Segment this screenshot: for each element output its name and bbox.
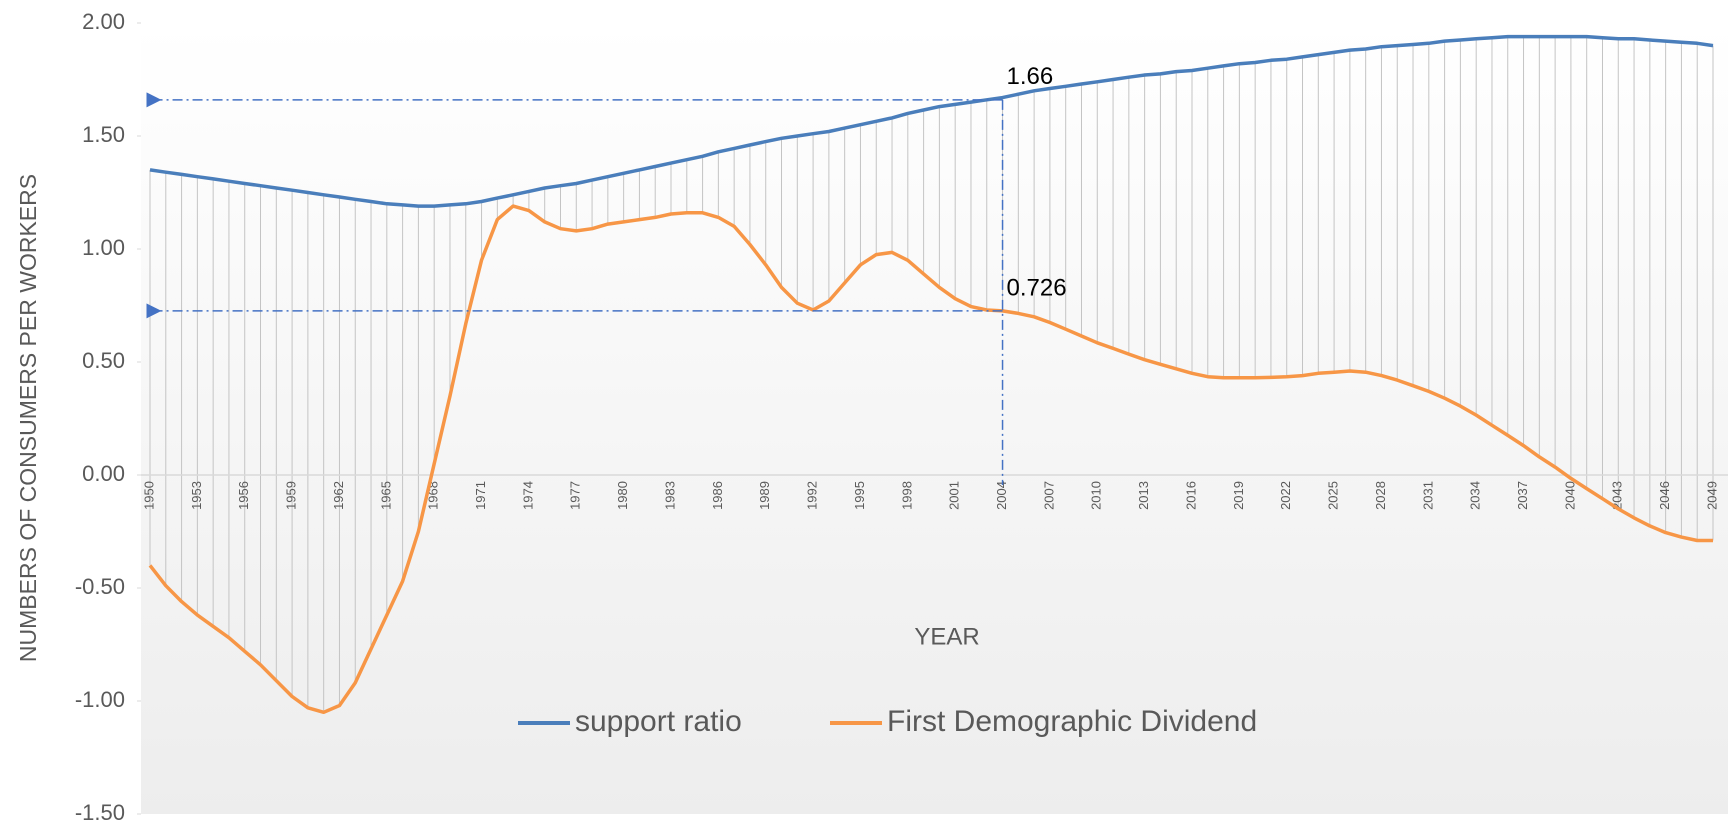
annotation-label: 1.66 xyxy=(1007,63,1054,90)
x-tick-label: 2010 xyxy=(1089,481,1104,510)
y-tick-label: 0.00 xyxy=(82,461,125,486)
x-tick-label: 2028 xyxy=(1373,481,1388,510)
x-tick-label: 2022 xyxy=(1278,481,1293,510)
x-tick-label: 2025 xyxy=(1326,481,1341,510)
x-tick-label: 1980 xyxy=(615,481,630,510)
x-tick-label: 1992 xyxy=(805,481,820,510)
x-tick-label: 2013 xyxy=(1136,481,1151,510)
x-tick-label: 1977 xyxy=(568,481,583,510)
x-tick-label: 2031 xyxy=(1420,481,1435,510)
x-tick-label: 1995 xyxy=(852,481,867,510)
series-line xyxy=(149,34,1714,208)
y-tick-label: 1.50 xyxy=(82,122,125,147)
x-tick-label: 2007 xyxy=(1041,481,1056,510)
x-tick-label: 1998 xyxy=(899,481,914,510)
x-tick-label: 1950 xyxy=(141,481,156,510)
legend-label: First Demographic Dividend xyxy=(887,705,1257,738)
x-tick-label: 2016 xyxy=(1183,481,1198,510)
y-tick-label: 1.00 xyxy=(82,235,125,260)
series-line xyxy=(148,204,1713,715)
x-axis-title: YEAR xyxy=(914,623,979,650)
x-tick-label: 2043 xyxy=(1610,481,1625,510)
x-tick-label: 1965 xyxy=(378,481,393,510)
x-tick-label: 1986 xyxy=(710,481,725,510)
x-tick-label: 2040 xyxy=(1562,481,1577,510)
y-tick-label: 2.00 xyxy=(82,9,125,34)
legend-label: support ratio xyxy=(575,705,742,738)
x-tick-label: 2019 xyxy=(1231,481,1246,510)
x-tick-label: 2049 xyxy=(1704,481,1719,510)
plot-area xyxy=(141,23,1728,814)
y-tick-label: -1.50 xyxy=(75,800,125,825)
y-tick-label: 0.50 xyxy=(82,348,125,373)
x-tick-label: 2034 xyxy=(1468,481,1483,510)
x-tick-label: 1989 xyxy=(757,481,772,510)
x-tick-label: 1962 xyxy=(331,481,346,510)
x-tick-label: 1983 xyxy=(662,481,677,510)
y-axis-title: NUMBERS OF CONSUMERS PER WORKERS xyxy=(15,174,41,662)
y-tick-label: -0.50 xyxy=(75,574,125,599)
x-tick-label: 1956 xyxy=(236,481,251,510)
x-tick-label: 1971 xyxy=(473,481,488,510)
x-tick-label: 2037 xyxy=(1515,481,1530,510)
y-tick-label: -1.00 xyxy=(75,687,125,712)
x-tick-label: 1974 xyxy=(520,481,535,510)
annotation-label: 0.726 xyxy=(1007,274,1067,301)
x-tick-label: 1953 xyxy=(189,481,204,510)
x-tick-label: 2004 xyxy=(994,481,1009,510)
x-tick-label: 2001 xyxy=(947,481,962,510)
x-tick-label: 1959 xyxy=(284,481,299,510)
x-tick-label: 2046 xyxy=(1657,481,1672,510)
